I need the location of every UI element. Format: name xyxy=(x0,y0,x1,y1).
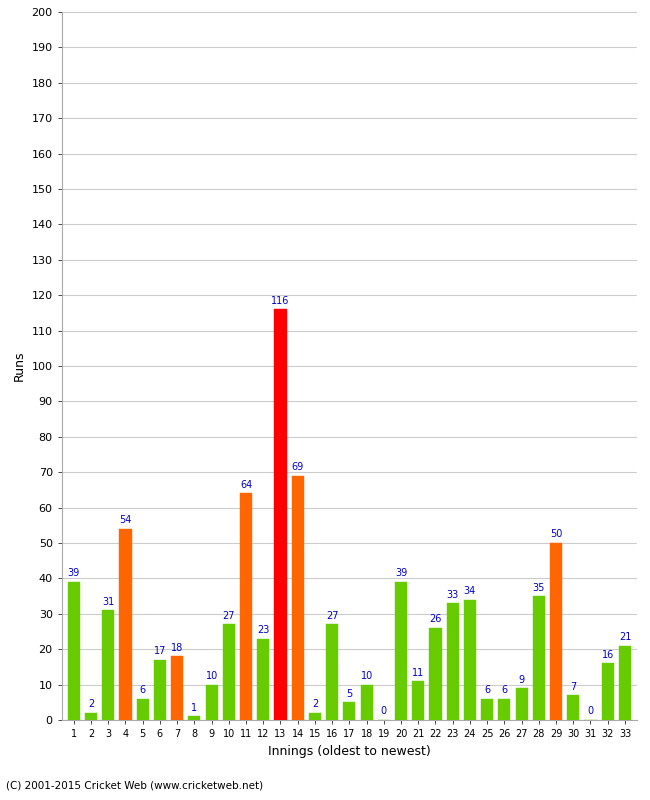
Text: 26: 26 xyxy=(429,614,442,625)
Text: 2: 2 xyxy=(88,699,94,710)
Bar xyxy=(619,646,631,720)
Text: 0: 0 xyxy=(381,706,387,717)
Bar xyxy=(171,656,183,720)
Bar xyxy=(120,529,131,720)
Bar xyxy=(85,713,97,720)
Bar xyxy=(395,582,407,720)
Bar xyxy=(602,663,614,720)
Bar xyxy=(464,600,476,720)
Text: 5: 5 xyxy=(346,689,352,698)
Text: 16: 16 xyxy=(602,650,614,660)
Text: 7: 7 xyxy=(570,682,577,692)
Bar xyxy=(154,660,166,720)
Text: 6: 6 xyxy=(501,686,508,695)
Text: 10: 10 xyxy=(205,671,218,681)
Bar xyxy=(292,476,304,720)
Text: 21: 21 xyxy=(619,632,631,642)
Bar xyxy=(567,695,579,720)
Bar xyxy=(274,310,287,720)
Bar xyxy=(361,685,372,720)
Text: 11: 11 xyxy=(412,667,424,678)
Bar xyxy=(499,698,510,720)
Text: 18: 18 xyxy=(171,642,183,653)
Text: 116: 116 xyxy=(271,296,290,306)
Text: 64: 64 xyxy=(240,480,252,490)
Text: 39: 39 xyxy=(68,568,80,578)
X-axis label: Innings (oldest to newest): Innings (oldest to newest) xyxy=(268,745,431,758)
Text: 50: 50 xyxy=(550,530,562,539)
Bar xyxy=(309,713,321,720)
Bar xyxy=(240,494,252,720)
Text: (C) 2001-2015 Cricket Web (www.cricketweb.net): (C) 2001-2015 Cricket Web (www.cricketwe… xyxy=(6,781,264,790)
Bar xyxy=(205,685,218,720)
Bar xyxy=(550,543,562,720)
Text: 23: 23 xyxy=(257,625,270,635)
Text: 35: 35 xyxy=(532,582,545,593)
Text: 17: 17 xyxy=(154,646,166,656)
Text: 9: 9 xyxy=(519,674,525,685)
Bar xyxy=(68,582,80,720)
Text: 31: 31 xyxy=(102,597,114,606)
Bar xyxy=(136,698,149,720)
Text: 6: 6 xyxy=(484,686,490,695)
Y-axis label: Runs: Runs xyxy=(13,350,26,382)
Bar xyxy=(257,638,269,720)
Text: 6: 6 xyxy=(140,686,146,695)
Bar xyxy=(447,603,459,720)
Text: 2: 2 xyxy=(312,699,318,710)
Bar xyxy=(515,688,528,720)
Text: 54: 54 xyxy=(120,515,132,526)
Text: 34: 34 xyxy=(464,586,476,596)
Bar xyxy=(533,596,545,720)
Text: 27: 27 xyxy=(326,611,339,621)
Text: 39: 39 xyxy=(395,568,407,578)
Bar xyxy=(188,717,200,720)
Text: 33: 33 xyxy=(447,590,459,600)
Text: 27: 27 xyxy=(222,611,235,621)
Bar xyxy=(412,681,424,720)
Text: 0: 0 xyxy=(588,706,593,717)
Bar xyxy=(326,625,338,720)
Bar xyxy=(343,702,356,720)
Bar xyxy=(481,698,493,720)
Text: 69: 69 xyxy=(292,462,304,472)
Bar xyxy=(430,628,441,720)
Bar xyxy=(223,625,235,720)
Text: 1: 1 xyxy=(191,703,198,713)
Bar xyxy=(102,610,114,720)
Text: 10: 10 xyxy=(361,671,372,681)
